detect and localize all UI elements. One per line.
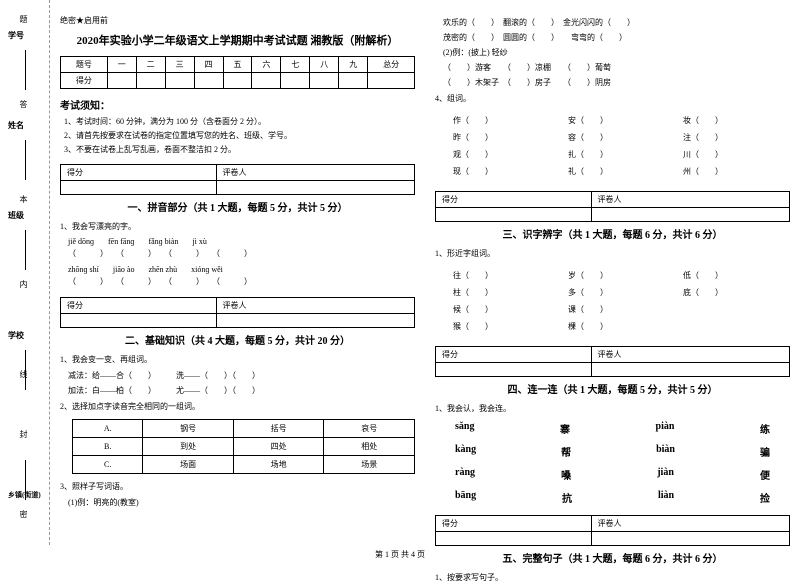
zone: 密 — [18, 510, 29, 518]
fill-line[interactable]: 欢乐的（ ） 翻滚的（ ） 金光闪闪的（ ） — [435, 17, 790, 28]
zone: 答 — [18, 100, 29, 108]
question-text: 1、我会认，我会连。 — [435, 403, 790, 414]
binding-label: 姓名 — [8, 120, 24, 131]
answer-paren[interactable]: （ ） （ ） （ ） （ ） — [60, 276, 415, 287]
mini-score-box: 得分评卷人 — [435, 346, 790, 377]
binding-label: 学号 — [8, 30, 24, 41]
mini-score-box: 得分评卷人 — [435, 191, 790, 222]
notice-item: 1、考试时间：60 分钟，满分为 100 分（含卷面分 2 分）。 — [60, 116, 415, 127]
option-table: A.钢号括号哀号 B.到处四处相处 C.场面场地场景 — [72, 419, 415, 474]
notice-title: 考试须知： — [60, 97, 415, 112]
binding-area: 学号 题 姓名 答 班级 本 内 学校 线 封 乡镇(街道) 密 — [0, 0, 50, 545]
question-text: 4、组词。 — [435, 93, 790, 104]
section-title: 五、完整句子（共 1 大题，每题 6 分，共计 6 分） — [435, 550, 790, 565]
score-table: 题号 一 二 三 四 五 六 七 八 九 总分 得分 — [60, 56, 415, 89]
mini-score-box: 得分评卷人 — [60, 297, 415, 328]
zone: 线 — [18, 370, 29, 378]
zone: 内 — [18, 280, 29, 288]
question-text: 1、按要求写句子。 — [435, 572, 790, 583]
match-row[interactable]: bāng抗liàn捡 — [435, 490, 790, 505]
question-text: 1、我会写漂亮的字。 — [60, 221, 415, 232]
confidential-label: 绝密★启用前 — [60, 15, 415, 26]
match-row[interactable]: sǎng寨piàn练 — [435, 421, 790, 436]
match-row[interactable]: kàng帮biàn骗 — [435, 444, 790, 459]
section-title: 二、基础知识（共 4 大题，每题 5 分，共计 20 分） — [60, 332, 415, 347]
notice-item: 3、不要在试卷上乱写乱画，卷面不整洁扣 2 分。 — [60, 144, 415, 155]
pinyin-row: jiě dōnɡ fēn fānɡ fǎnɡ biàn jì xù — [60, 237, 415, 246]
question-text: 1、形近字组词。 — [435, 248, 790, 259]
question-text: 2、选择加点字读音完全相同的一组词。 — [60, 401, 415, 412]
question-text: 1、我会变一变、再组词。 — [60, 354, 415, 365]
pinyin-row: zhōnɡ shí jiāo ào zhēn zhù xiónɡ wěi — [60, 265, 415, 274]
section-title: 四、连一连（共 1 大题，每题 5 分，共计 5 分） — [435, 381, 790, 396]
exam-title: 2020年实验小学二年级语文上学期期中考试试题 湘教版（附解析） — [60, 32, 415, 48]
word-group-table: 往（ ）岁（ ）低（ ） 柱（ ）多（ ）底（ ） 候（ ）课（ ） 猴（ ）棵… — [443, 266, 790, 336]
binding-label: 班级 — [8, 210, 24, 221]
right-column: 欢乐的（ ） 翻滚的（ ） 金光闪闪的（ ） 茂密的（ ） 圆圆的（ ） 弯弯的… — [435, 15, 790, 540]
section-title: 一、拼音部分（共 1 大题，每题 5 分，共计 5 分） — [60, 199, 415, 214]
fill-line[interactable]: （ ）木架子 （ ）房子 （ ）阴房 — [435, 77, 790, 88]
notice-item: 2、请首先按要求在试卷的指定位置填写您的姓名、班级、学号。 — [60, 130, 415, 141]
question-text: 3、照样子写词语。 — [60, 481, 415, 492]
zone: 封 — [18, 430, 29, 438]
fill-line[interactable]: 茂密的（ ） 圆圆的（ ） 弯弯的（ ） — [435, 32, 790, 43]
zone: 题 — [18, 15, 29, 23]
example-text: (1)例：明亮的(教室) — [60, 497, 415, 508]
mini-score-box: 得分评卷人 — [435, 515, 790, 546]
fill-line[interactable]: （ ）游客 （ ）凉棚 （ ）葡萄 — [435, 62, 790, 73]
word-group-table: 作（ ）安（ ）妆（ ） 昨（ ）容（ ）注（ ） 观（ ）扎（ ）川（ ） 现… — [443, 111, 790, 181]
fill-line[interactable]: 加法：白——柏（ ） 尤——（ ）（ ） — [60, 385, 415, 396]
example-text: (2)例：(披上) 轻纱 — [435, 47, 790, 58]
fill-line[interactable]: 减法：给——合（ ） 洗——（ ）（ ） — [60, 370, 415, 381]
section-title: 三、识字辨字（共 1 大题，每题 6 分，共计 6 分） — [435, 226, 790, 241]
answer-paren[interactable]: （ ） （ ） （ ） （ ） — [60, 248, 415, 259]
mini-score-box: 得分评卷人 — [60, 164, 415, 195]
match-row[interactable]: ràng嗓jiàn便 — [435, 467, 790, 482]
binding-label: 学校 — [8, 330, 24, 341]
zone: 本 — [18, 195, 29, 203]
left-column: 绝密★启用前 2020年实验小学二年级语文上学期期中考试试题 湘教版（附解析） … — [60, 15, 415, 540]
